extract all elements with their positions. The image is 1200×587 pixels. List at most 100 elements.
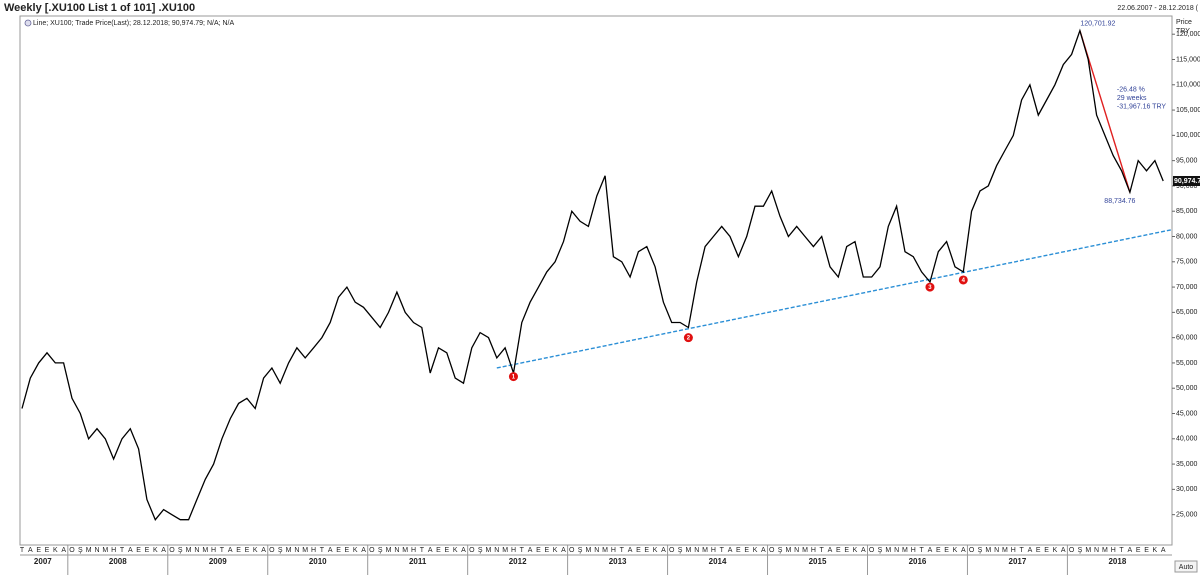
x-month-label: M [785,547,791,554]
y-tick-label: 40,000 [1176,436,1198,443]
x-month-label: O [469,547,475,554]
x-month-label: K [1053,547,1058,554]
x-month-label: O [669,547,675,554]
x-month-label: M [402,547,408,554]
x-month-label: A [261,547,266,554]
x-month-label: A [561,547,566,554]
x-month-label: K [153,547,158,554]
x-month-label: K [553,547,558,554]
x-month-label: E [236,547,241,554]
x-month-label: T [220,547,225,554]
x-month-label: H [1111,547,1116,554]
y-tick-label: 65,000 [1176,309,1198,316]
x-month-label: H [711,547,716,554]
x-month-label: T [620,547,625,554]
x-month-label: K [253,547,258,554]
x-month-label: T [1119,547,1124,554]
x-month-label: K [453,547,458,554]
x-month-label: E [636,547,641,554]
measure-label: -26.48 % [1117,86,1145,93]
x-month-label: T [1019,547,1024,554]
x-month-label: M [286,547,292,554]
x-month-label: K [1153,547,1158,554]
x-year-label: 2016 [909,557,927,566]
x-month-label: A [228,547,233,554]
pivot-label: 4 [962,278,966,284]
plot-frame [19,15,1173,546]
y-tick-label: 30,000 [1176,486,1198,493]
pivot-marker [925,282,935,292]
x-month-label: A [128,547,133,554]
x-month-label: Ş [978,547,983,554]
x-month-label: Ş [778,547,783,554]
scale-button[interactable] [1174,560,1198,573]
legend-icon [24,19,32,27]
x-month-label: M [386,547,392,554]
scale-mode[interactable]: Auto [1179,564,1194,571]
x-month-label: M [502,547,508,554]
x-month-label: E [944,547,949,554]
x-month-label: E [444,547,449,554]
x-month-label: N [694,547,699,554]
x-month-label: T [320,547,325,554]
x-month-label: Ş [578,547,583,554]
x-year-label: 2011 [409,557,427,566]
x-month-label: E [544,547,549,554]
x-month-label: Ş [1078,547,1083,554]
measure-label: -31,967.16 TRY [1117,103,1166,110]
x-month-label: A [928,547,933,554]
x-month-label: M [86,547,92,554]
x-month-label: N [194,547,199,554]
x-month-label: O [69,547,75,554]
x-month-label: H [611,547,616,554]
x-month-label: E [145,547,150,554]
x-month-label: N [494,547,499,554]
x-month-label: A [1161,547,1166,554]
y-tick-label: 85,000 [1176,208,1198,215]
x-month-label: T [420,547,425,554]
x-month-label: A [328,547,333,554]
x-month-label: A [161,547,166,554]
x-month-label: M [302,547,308,554]
x-month-label: E [644,547,649,554]
last-value-label: 90,974.79 [1174,178,1200,185]
x-month-label: H [811,547,816,554]
x-month-label: O [769,547,775,554]
x-month-label: Ş [278,547,283,554]
x-month-label: A [361,547,366,554]
x-month-label: M [1002,547,1008,554]
x-month-label: M [486,547,492,554]
x-month-label: K [753,547,758,554]
x-month-label: E [36,547,41,554]
annotation: 88,734.76 [1104,198,1135,205]
x-month-label: Ş [878,547,883,554]
x-month-label: H [211,547,216,554]
y-tick-label: 115,000 [1176,56,1200,63]
y-tick-label: 80,000 [1176,233,1198,240]
x-year-label: 2012 [509,557,527,566]
pivot-marker [683,333,693,343]
x-month-label: M [602,547,608,554]
x-year-label: 2008 [109,557,127,566]
pivot-label: 2 [687,336,691,342]
x-month-label: E [536,547,541,554]
x-month-label: N [794,547,799,554]
x-month-label: A [1061,547,1066,554]
x-month-label: A [728,547,733,554]
x-month-label: K [653,547,658,554]
x-month-label: T [820,547,825,554]
x-month-label: E [1144,547,1149,554]
x-month-label: A [528,547,533,554]
y-tick-label: 35,000 [1176,461,1198,468]
x-year-label: 2017 [1009,557,1027,566]
pivot-label: 3 [928,285,932,291]
x-year-label: 2013 [609,557,627,566]
x-month-label: M [1102,547,1108,554]
x-month-label: E [45,547,50,554]
x-month-label: Ş [78,547,83,554]
x-month-label: E [245,547,250,554]
x-month-label: N [394,547,399,554]
x-month-label: M [186,547,192,554]
x-month-label: K [353,547,358,554]
date-range: 22.06.2007 - 28.12.2018 ( [1117,5,1198,12]
